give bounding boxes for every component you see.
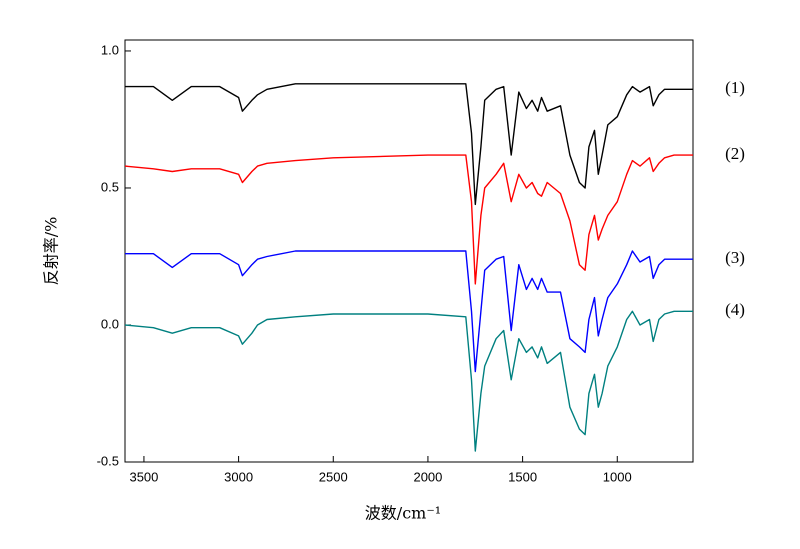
x-tick-label: 3000 (224, 469, 253, 484)
spectrum-line (124, 310, 693, 452)
y-axis-label: 反射率/% (42, 217, 61, 286)
series-label: (3) (725, 248, 745, 267)
spectrum-line (124, 154, 693, 285)
y-tick-label: 0.5 (101, 179, 119, 194)
y-tick-label: 1.0 (101, 42, 119, 57)
y-tick-label: 0.0 (101, 316, 119, 331)
plot-frame (124, 39, 694, 463)
series-label: (4) (725, 300, 745, 319)
x-tick-label: 3500 (129, 469, 158, 484)
series-label: (1) (725, 78, 745, 97)
y-tick-label: -0.5 (97, 453, 119, 468)
spectrum-line (125, 83, 693, 206)
x-tick-label: 1000 (603, 469, 632, 484)
x-tick-label: 2500 (319, 469, 348, 484)
x-tick-label: 2000 (413, 469, 442, 484)
x-tick-label: 1500 (508, 469, 537, 484)
x-axis-label: 波数/cm⁻¹ (365, 504, 441, 523)
spectrum-line (125, 250, 693, 373)
series-label: (2) (725, 144, 745, 163)
